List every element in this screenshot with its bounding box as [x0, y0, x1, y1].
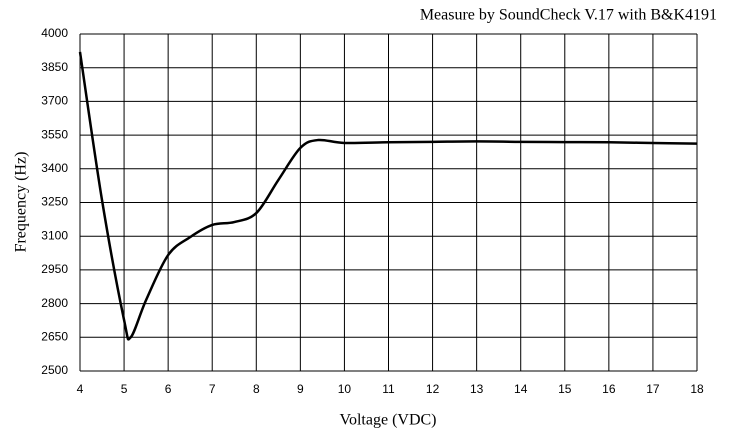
y-tick-label: 3700 — [41, 94, 68, 108]
x-tick-label: 13 — [470, 382, 484, 396]
x-tick-label: 18 — [690, 382, 704, 396]
x-tick-label: 16 — [602, 382, 616, 396]
x-tick-label: 8 — [253, 382, 260, 396]
y-tick-label: 3250 — [41, 195, 68, 209]
y-tick-label: 2500 — [41, 363, 68, 377]
y-tick-label: 3850 — [41, 60, 68, 74]
x-axis-label: Voltage (VDC) — [339, 412, 436, 429]
x-tick-label: 7 — [209, 382, 216, 396]
y-axis-label: Frequency (Hz) — [13, 152, 30, 253]
x-tick-label: 4 — [77, 382, 84, 396]
x-tick-label: 15 — [558, 382, 572, 396]
x-tick-label: 14 — [514, 382, 528, 396]
y-tick-label: 2800 — [41, 296, 68, 310]
x-tick-label: 6 — [165, 382, 172, 396]
y-tick-label: 2650 — [41, 329, 68, 343]
x-tick-label: 17 — [646, 382, 660, 396]
y-tick-label: 3400 — [41, 161, 68, 175]
x-tick-label: 5 — [121, 382, 128, 396]
x-tick-label: 11 — [382, 382, 395, 396]
x-tick-label: 10 — [338, 382, 352, 396]
y-tick-label: 2950 — [41, 262, 68, 276]
y-tick-label: 3100 — [41, 228, 68, 242]
y-tick-label: 3550 — [41, 127, 68, 141]
y-tick-label: 4000 — [41, 26, 68, 40]
x-tick-label: 9 — [297, 382, 304, 396]
x-tick-label: 12 — [426, 382, 440, 396]
data-line — [78, 51, 698, 341]
chart-title: Measure by SoundCheck V.17 with B&K4191 — [420, 7, 717, 24]
